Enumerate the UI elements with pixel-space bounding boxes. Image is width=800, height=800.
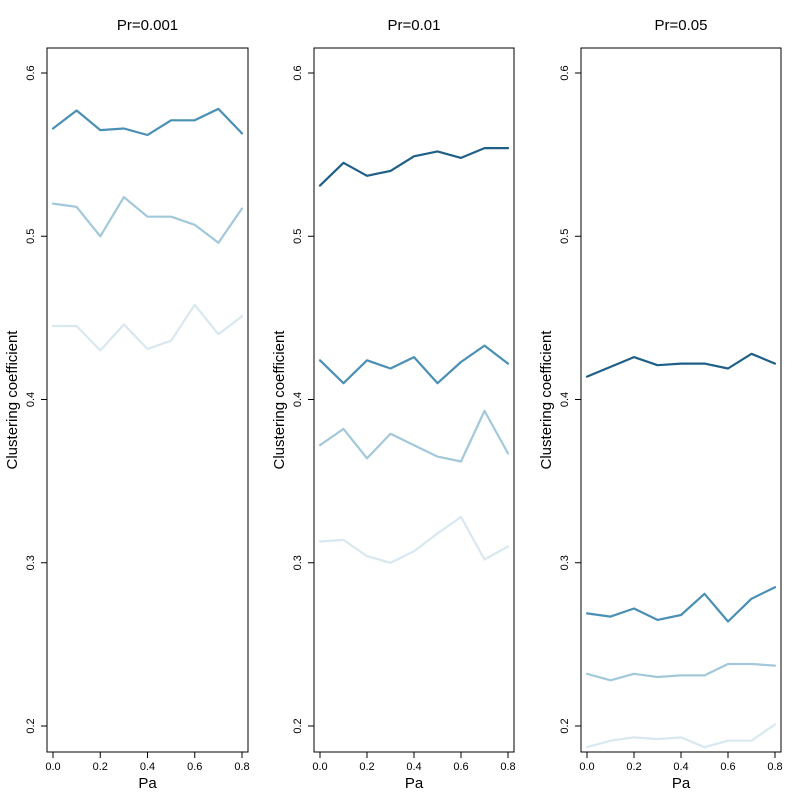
y-tick-label: 0.3 [292,555,304,570]
x-axis-title: Pa [138,775,157,792]
series-line-2 [318,344,510,385]
series-line-4 [318,515,510,564]
y-tick-label: 0.4 [25,392,37,407]
x-tick-label: 0.4 [406,761,421,773]
y-tick-label: 0.5 [292,229,304,244]
y-axis-title: Clustering coefficient [538,330,555,470]
plot-frame [580,47,782,753]
y-tick-label: 0.2 [25,718,37,733]
x-axis-title: Pa [405,775,424,792]
y-tick-label: 0.4 [559,392,571,407]
x-tick-label: 0.0 [579,761,594,773]
x-tick-label: 0.4 [140,761,155,773]
panel-title: Pr=0.05 [655,17,708,34]
chart-panel-3: Pr=0.05 0.0 0.2 0.4 0.6 0.8 Pa 0.2 0.3 0.4 0.5 0.6 C… [538,17,783,792]
panel-title: Pr=0.01 [388,17,441,34]
series-line-3 [585,662,777,682]
x-tick-label: 0.6 [187,761,202,773]
x-axis-title: Pa [672,775,691,792]
y-tick-label: 0.6 [292,65,304,80]
series-line-1 [51,107,244,137]
y-tick-label: 0.3 [559,555,571,570]
y-axis-title: Clustering coefficient [271,330,288,470]
x-tick-label: 0.2 [93,761,108,773]
y-tick-label: 0.2 [292,718,304,733]
series-line-2 [51,196,244,244]
x-tick-label: 0.6 [720,761,735,773]
x-tick-label: 0.4 [673,761,688,773]
x-tick-label: 0.2 [626,761,641,773]
chart-panel-2: Pr=0.01 0.0 0.2 0.4 0.6 0.8 Pa 0.2 0.3 0.4 0.5 0.6 C… [271,17,516,792]
x-tick-label: 0.0 [45,761,60,773]
series-line-4 [585,723,777,749]
x-tick-label: 0.6 [453,761,468,773]
series-line-1 [585,352,777,378]
x-tick-label: 0.8 [767,761,782,773]
y-axis-title: Clustering coefficient [4,330,21,470]
x-tick-label: 0.2 [359,761,374,773]
chart-panel-1: Pr=0.001 0.0 0.2 0.4 0.6 0.8 Pa 0.2 0.3 0.4 0.5 0.6… [4,17,250,792]
x-tick-label: 0.8 [234,761,249,773]
y-tick-label: 0.6 [559,65,571,80]
series-line-3 [51,303,244,352]
y-tick-label: 0.2 [559,718,571,733]
series-line-3 [318,409,510,463]
panel-title: Pr=0.001 [117,17,178,34]
y-tick-label: 0.4 [292,392,304,407]
plot-frame [313,47,515,753]
y-tick-label: 0.5 [559,229,571,244]
series-line-2 [585,586,777,623]
plot-frame [46,47,249,753]
y-tick-label: 0.5 [25,229,37,244]
y-tick-label: 0.6 [25,65,37,80]
series-line-1 [318,147,510,187]
x-tick-label: 0.0 [312,761,327,773]
y-tick-label: 0.3 [25,555,37,570]
x-tick-label: 0.8 [500,761,515,773]
